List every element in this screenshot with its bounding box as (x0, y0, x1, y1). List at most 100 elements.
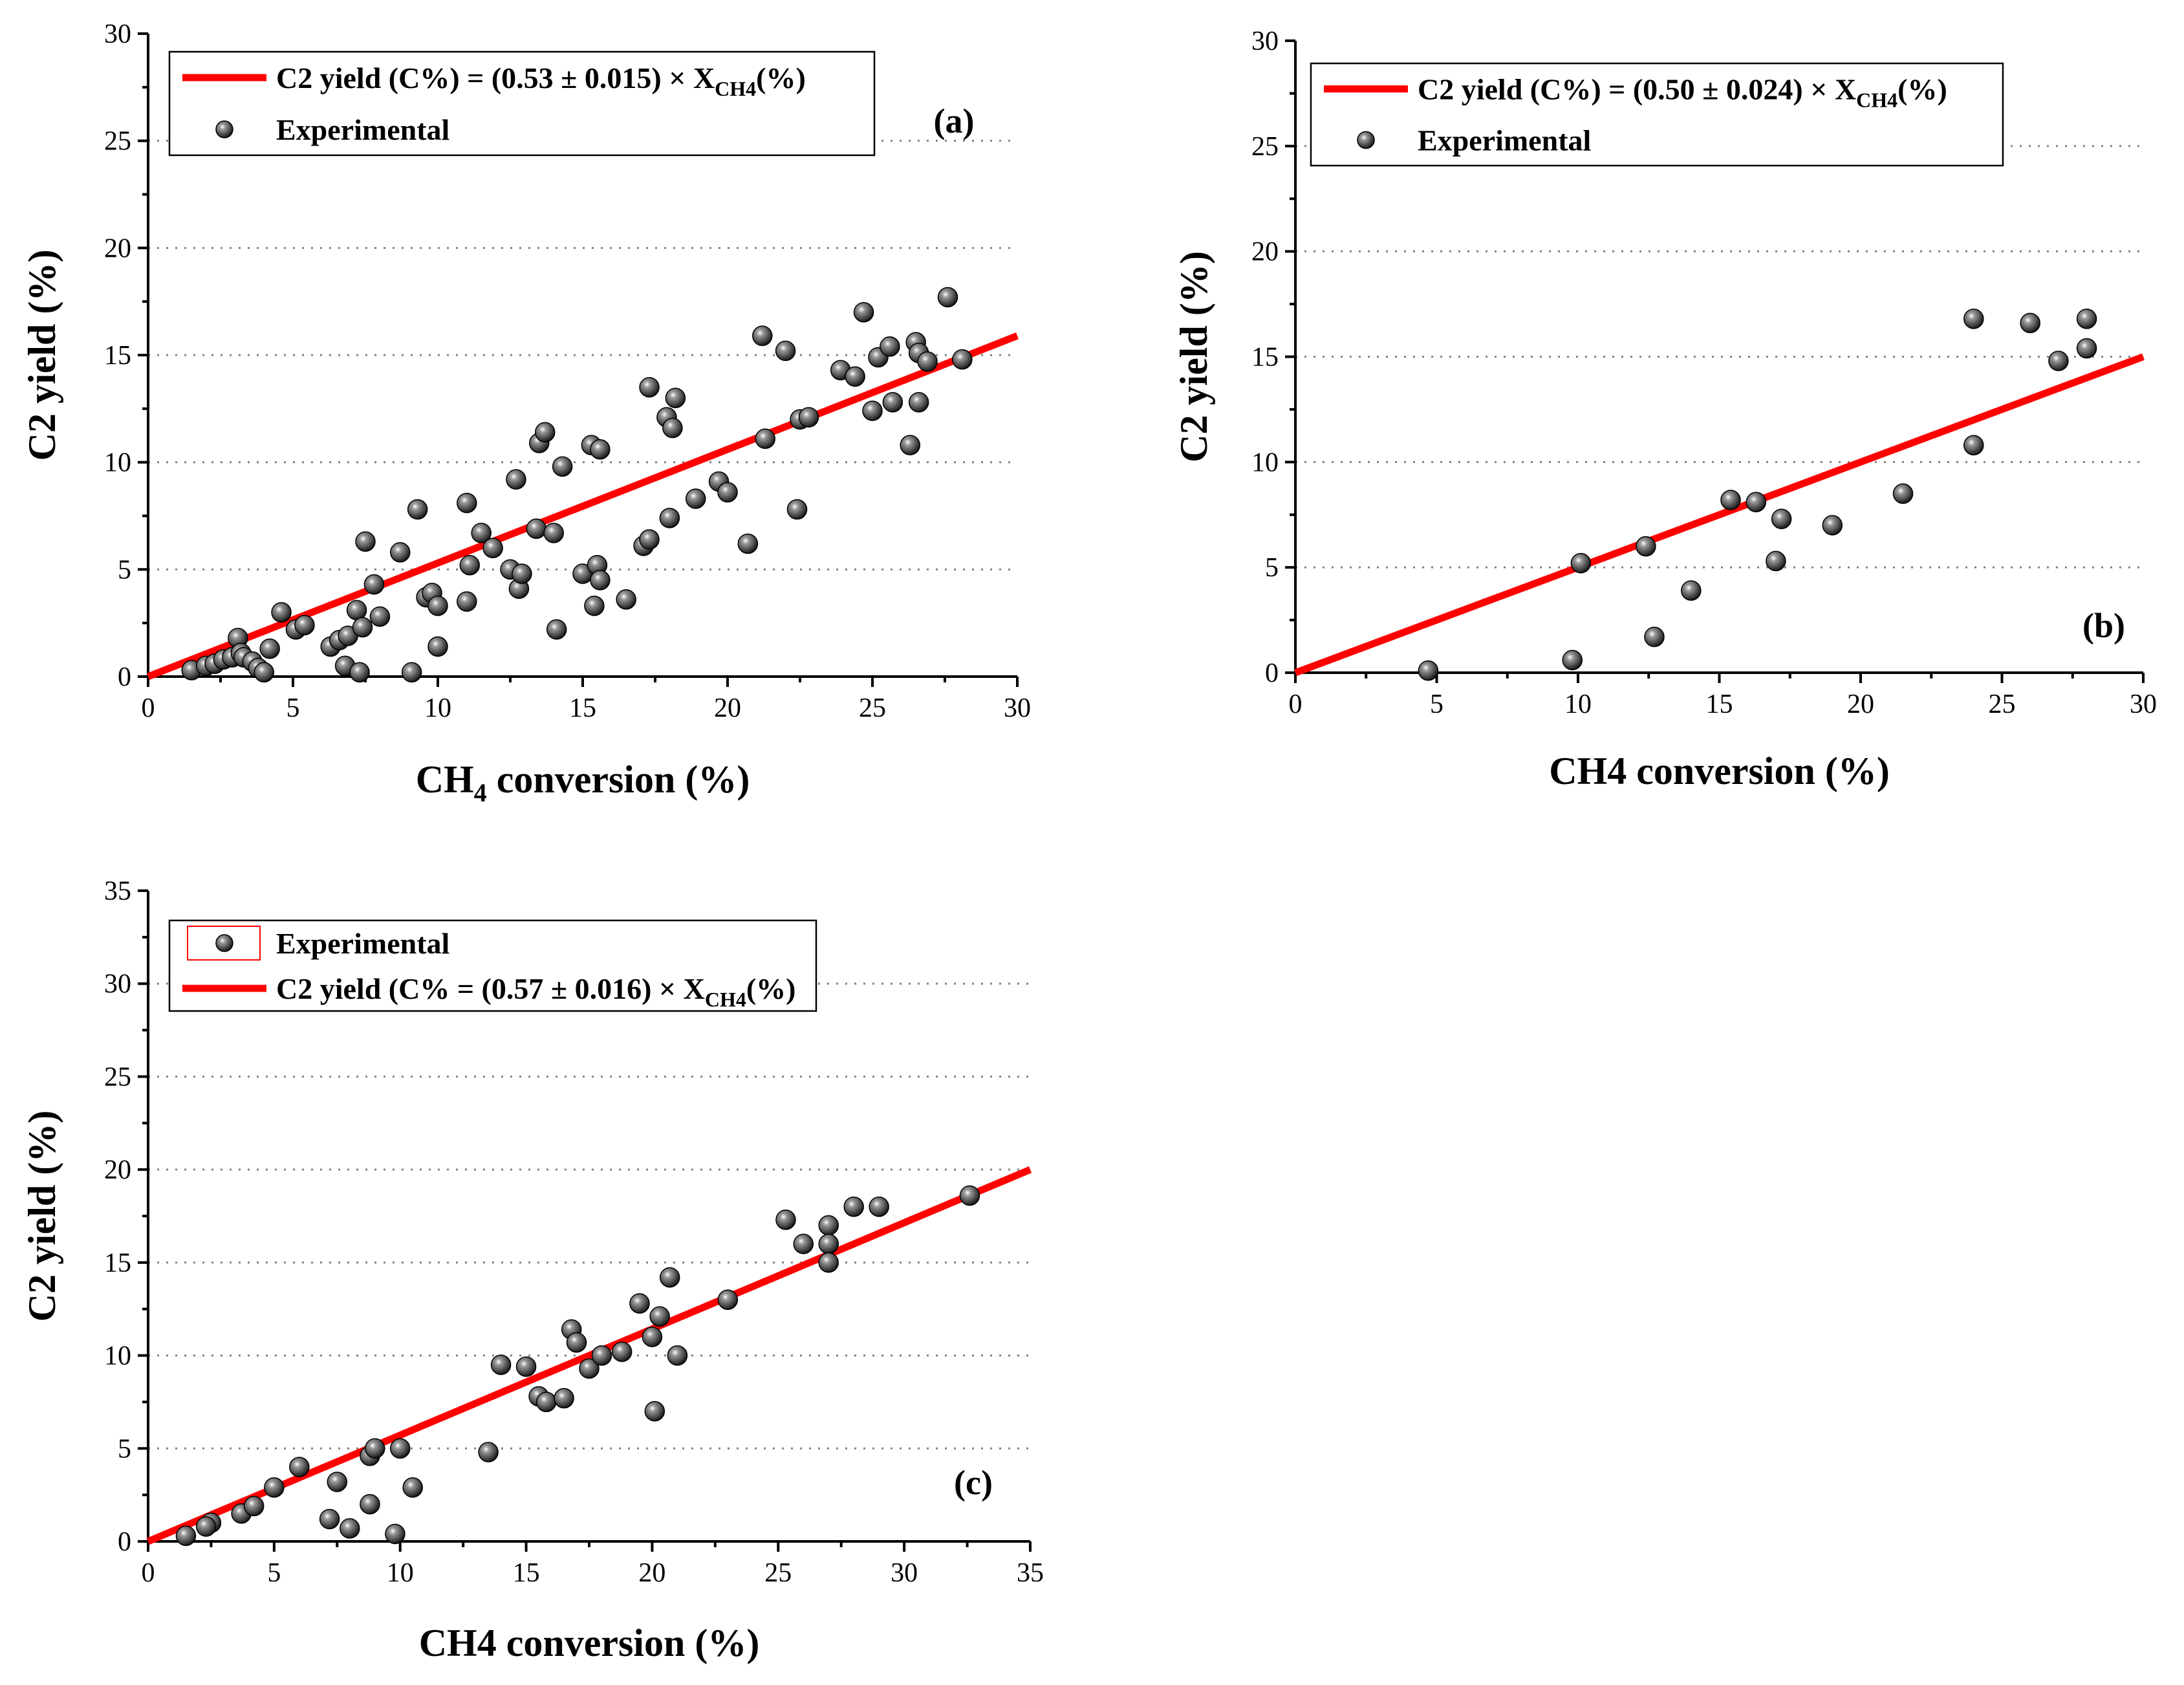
data-point (543, 523, 564, 543)
data-point (717, 482, 738, 503)
data-point (271, 602, 292, 623)
y-tick-label: 20 (1251, 237, 1279, 267)
y-tick-label: 5 (118, 1434, 131, 1464)
data-point (401, 662, 422, 683)
data-point (591, 1345, 612, 1366)
chart-panel-a: 0 5 10 15 20 25 30 0 5 10 15 20 25 30 CH4 conversion (… (21, 19, 1031, 807)
data-point (355, 531, 376, 552)
x-tick-label: 20 (638, 1558, 665, 1588)
legend-box (168, 50, 876, 157)
y-tick-label: 0 (1265, 658, 1279, 688)
data-point (1963, 309, 1984, 329)
x-axis-label: CH4 conversion (%) (416, 758, 750, 807)
x-tick-label: 15 (513, 1558, 540, 1588)
data-point (845, 366, 865, 387)
data-point (535, 1391, 557, 1413)
data-point (264, 1477, 285, 1498)
legend-points-label: Experimental (276, 927, 449, 960)
data-point (853, 301, 874, 323)
data-point (584, 595, 605, 616)
legend-fit-label: C2 yield (C% = (0.57 ± 0.016) × XCH4(%) (276, 972, 796, 1011)
data-point (818, 1252, 839, 1273)
data-point (1562, 649, 1583, 671)
x-tick-label: 0 (1289, 690, 1303, 719)
y-tick-label: 10 (1251, 448, 1279, 477)
data-point (294, 614, 315, 636)
data-point (793, 1234, 814, 1254)
x-tick-label: 20 (1847, 690, 1874, 719)
panel-label: (b) (2082, 606, 2125, 645)
x-tick-label: 5 (287, 693, 300, 723)
panel-label: (c) (954, 1463, 993, 1502)
data-point (1766, 550, 1786, 572)
data-point (2048, 351, 2069, 371)
data-point (786, 499, 808, 520)
data-point (862, 400, 883, 421)
data-point (590, 439, 611, 460)
x-tick-label: 25 (859, 693, 886, 723)
data-point (512, 563, 532, 584)
data-point (478, 1442, 499, 1462)
data-point (352, 617, 373, 638)
y-axis-label: C2 yield (%) (21, 1111, 63, 1322)
data-point (389, 1438, 411, 1459)
x-tick-label: 10 (1564, 690, 1592, 719)
data-point (843, 1196, 864, 1217)
x-tick-label: 20 (714, 693, 741, 723)
data-point (515, 1356, 537, 1377)
chart-panel-c: 0 5 10 15 20 25 30 35 0 5 10 15 20 25 30 35 CH4 conversi… (21, 876, 1044, 1664)
data-point (1720, 490, 1741, 510)
data-point (590, 570, 611, 591)
y-tick-label: 30 (104, 19, 131, 49)
data-point (798, 407, 819, 428)
data-point (2076, 338, 2097, 359)
data-point (685, 488, 706, 509)
data-point (175, 1525, 197, 1547)
data-point (1644, 626, 1665, 647)
y-tick-label: 15 (104, 1248, 131, 1278)
x-axis-label: CH4 conversion (%) (1549, 750, 1890, 792)
data-point (882, 392, 903, 413)
data-point (259, 638, 280, 659)
data-point (917, 351, 938, 372)
y-tick-label: 25 (104, 1062, 131, 1092)
legend-box (1310, 62, 2004, 167)
fit-line (146, 1166, 1032, 1545)
data-point (869, 1196, 889, 1217)
data-point (649, 1306, 670, 1327)
data-point (402, 1477, 423, 1498)
data-point (407, 499, 428, 520)
data-point (755, 428, 775, 449)
y-tick-label: 30 (104, 970, 131, 999)
data-point (346, 600, 367, 621)
data-point (243, 1495, 265, 1517)
data-point (566, 1332, 587, 1353)
legend-point-swatch (215, 934, 233, 952)
legend-fit-label: C2 yield (C%) = (0.50 ± 0.024) × XCH4(%) (1418, 73, 1947, 112)
data-point (667, 1345, 688, 1366)
data-point (644, 1401, 665, 1422)
data-point (349, 662, 370, 683)
data-point (616, 589, 636, 610)
data-point (490, 1354, 512, 1375)
y-tick-label: 10 (104, 448, 131, 478)
y-tick-label: 10 (104, 1342, 131, 1371)
x-tick-label: 35 (1017, 1558, 1044, 1588)
fit-line (146, 332, 1019, 680)
data-point (908, 392, 929, 413)
x-tick-label: 30 (1004, 693, 1031, 723)
fit-line (1294, 353, 2145, 677)
data-point (546, 619, 567, 640)
data-point (880, 336, 900, 357)
data-point (659, 1267, 680, 1288)
data-point (1418, 660, 1439, 681)
data-point (340, 1518, 360, 1539)
legend-swatch-frame (187, 926, 261, 961)
data-point (390, 542, 411, 563)
data-point (457, 591, 477, 612)
data-point (579, 1358, 600, 1379)
data-point (360, 1494, 380, 1515)
data-point (364, 1438, 385, 1459)
data-point (506, 469, 526, 490)
data-point (1636, 536, 1656, 557)
